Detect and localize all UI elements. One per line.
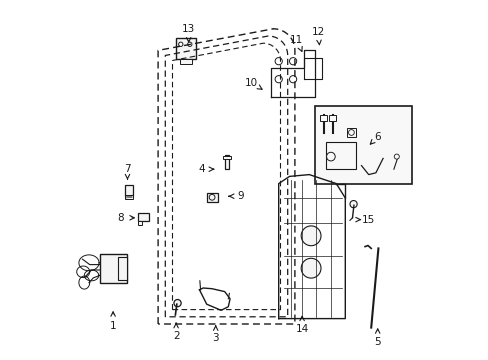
Text: 14: 14: [295, 324, 308, 334]
Text: 8: 8: [117, 213, 123, 223]
Text: 6: 6: [374, 132, 380, 142]
Bar: [224, 155, 228, 169]
Bar: [346, 128, 355, 137]
Bar: [125, 195, 133, 199]
Circle shape: [349, 201, 356, 208]
Ellipse shape: [301, 226, 320, 246]
Ellipse shape: [301, 258, 320, 278]
Bar: [125, 185, 133, 196]
Text: 3: 3: [212, 333, 219, 343]
Circle shape: [326, 152, 335, 161]
Bar: [206, 193, 217, 202]
Text: 15: 15: [361, 215, 375, 225]
Circle shape: [393, 154, 399, 159]
Circle shape: [289, 76, 296, 83]
Bar: [314, 106, 411, 184]
FancyBboxPatch shape: [176, 38, 196, 59]
Circle shape: [275, 76, 282, 83]
Circle shape: [348, 130, 354, 135]
Text: 7: 7: [124, 164, 131, 174]
Bar: [138, 221, 142, 225]
Bar: [138, 213, 149, 221]
Text: 12: 12: [311, 27, 324, 37]
Circle shape: [178, 42, 183, 46]
Text: 5: 5: [374, 337, 380, 347]
Bar: [100, 254, 126, 283]
Text: 11: 11: [289, 35, 303, 45]
Bar: [118, 257, 126, 280]
Circle shape: [275, 58, 282, 65]
Circle shape: [174, 300, 181, 307]
Text: 9: 9: [237, 191, 244, 201]
Bar: [325, 142, 355, 169]
Text: 10: 10: [244, 78, 258, 88]
Bar: [179, 59, 192, 64]
Circle shape: [187, 42, 192, 46]
Bar: [223, 156, 230, 159]
Bar: [320, 115, 326, 121]
Text: 13: 13: [182, 24, 195, 34]
Circle shape: [209, 194, 215, 200]
Bar: [328, 115, 336, 121]
Text: 4: 4: [198, 164, 204, 174]
Circle shape: [289, 58, 296, 65]
Text: 2: 2: [172, 330, 179, 341]
Text: 1: 1: [110, 321, 116, 331]
